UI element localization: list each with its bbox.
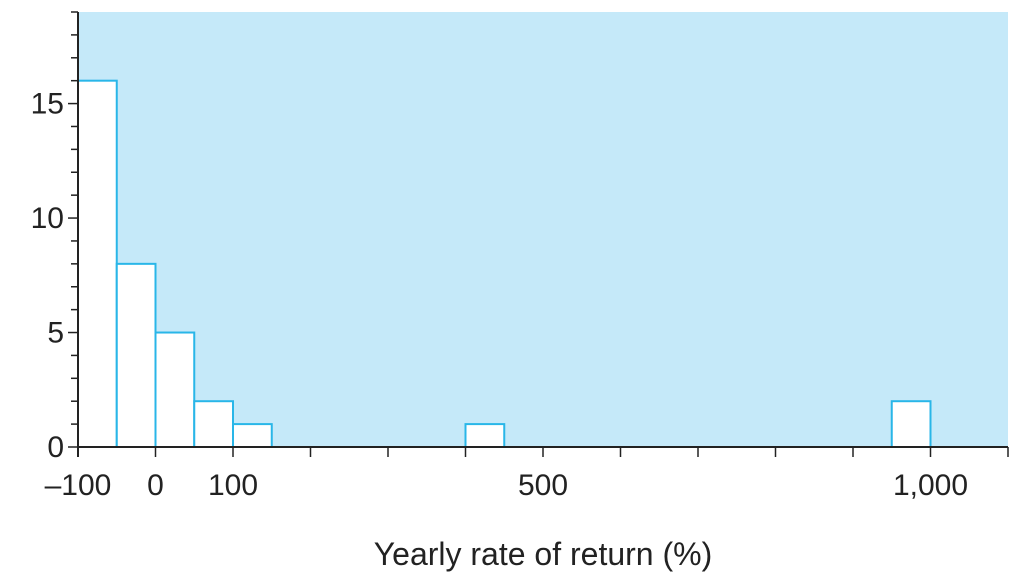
x-tick-label: 0: [147, 469, 164, 502]
x-tick-label: 100: [208, 469, 258, 502]
x-tick-label: –100: [45, 469, 112, 502]
y-tick-label: 5: [47, 317, 64, 350]
histogram-bar: [115, 262, 157, 448]
plot-background: [78, 12, 1008, 447]
y-tick-label: 0: [47, 431, 64, 464]
x-tick-label: 1,000: [893, 469, 968, 502]
tick-labels: 0 5 10 15 –100 0 100 500 1,000: [31, 88, 968, 502]
y-tick-label: 15: [31, 88, 64, 121]
histogram-bar: [232, 423, 273, 448]
histogram-bar: [890, 400, 932, 449]
y-tick-label: 10: [31, 202, 64, 235]
histogram-bar: [464, 423, 506, 448]
axes: [68, 11, 1009, 457]
x-axis-label: Yearly rate of return (%): [374, 536, 713, 572]
histogram-bar: [154, 331, 196, 448]
bars: [77, 79, 932, 449]
x-tick-label: 500: [518, 469, 568, 502]
histogram-bar: [193, 400, 234, 449]
histogram-bar: [77, 79, 118, 449]
